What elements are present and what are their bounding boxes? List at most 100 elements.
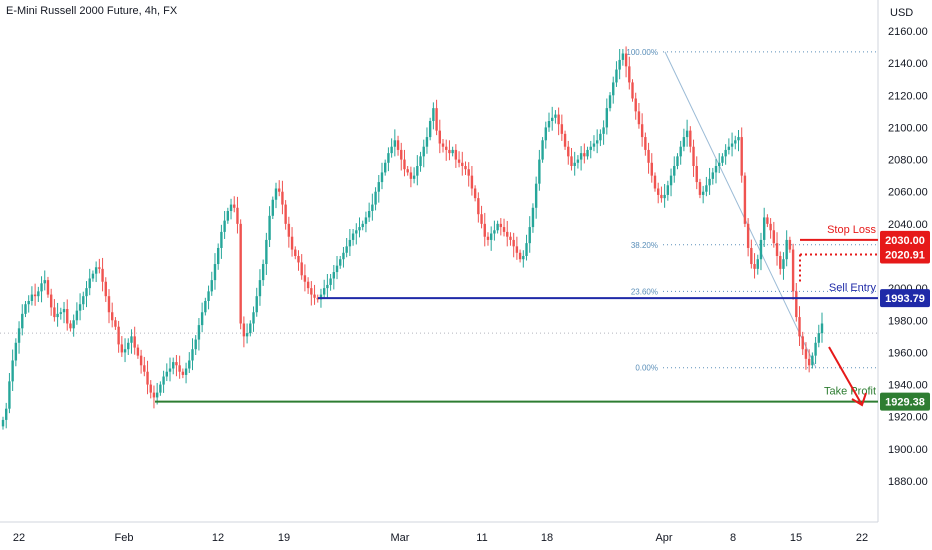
candle-body bbox=[785, 239, 788, 260]
candle-body bbox=[698, 182, 702, 195]
candle-body bbox=[470, 175, 474, 189]
candle-body bbox=[669, 175, 673, 186]
x-tick-label: 12 bbox=[212, 532, 224, 544]
candle-body bbox=[650, 162, 653, 176]
candle-body bbox=[33, 294, 37, 297]
candle-body bbox=[522, 256, 525, 260]
candle-body bbox=[249, 323, 252, 334]
candle-body bbox=[570, 156, 573, 166]
candle-body bbox=[628, 66, 631, 83]
candle-body bbox=[178, 365, 181, 372]
candle-body bbox=[746, 223, 750, 248]
candle-body bbox=[139, 355, 143, 366]
candle-body bbox=[637, 111, 641, 125]
candle-body bbox=[740, 137, 743, 176]
candle-body bbox=[82, 296, 85, 305]
candle-body bbox=[721, 156, 724, 163]
candle-body bbox=[136, 347, 140, 356]
candle-body bbox=[303, 275, 307, 282]
candle-body bbox=[8, 381, 11, 409]
candle-body bbox=[409, 172, 413, 179]
candle-body bbox=[213, 264, 217, 281]
candle-body bbox=[412, 175, 416, 179]
candle-body bbox=[502, 227, 506, 232]
candle-body bbox=[310, 288, 313, 295]
y-tick-label: 2140.00 bbox=[888, 58, 928, 70]
candle-body bbox=[281, 191, 284, 205]
candle-body bbox=[811, 355, 814, 366]
candle-body bbox=[287, 223, 291, 237]
candle-body bbox=[769, 223, 772, 231]
x-tick-label: 19 bbox=[278, 532, 290, 544]
candle-body bbox=[181, 371, 185, 375]
candle-body bbox=[567, 146, 570, 157]
candle-body bbox=[49, 294, 53, 308]
candle-body bbox=[573, 162, 576, 166]
candle-body bbox=[322, 288, 326, 295]
stop-loss-label: Stop Loss bbox=[827, 224, 876, 236]
candle-body bbox=[149, 384, 152, 393]
candle-body bbox=[640, 124, 644, 138]
candle-body bbox=[377, 182, 380, 192]
candle-body bbox=[506, 231, 509, 237]
fib-level-label: 0.00% bbox=[635, 364, 658, 373]
candle-body bbox=[143, 365, 146, 372]
candle-body bbox=[14, 342, 18, 361]
candle-body bbox=[708, 178, 711, 186]
candle-body bbox=[579, 153, 583, 160]
candle-body bbox=[612, 82, 615, 96]
candle-body bbox=[390, 146, 393, 154]
candle-body bbox=[586, 149, 589, 157]
candle-body bbox=[94, 267, 98, 274]
candle-body bbox=[236, 207, 239, 224]
candle-body bbox=[384, 162, 387, 173]
candle-body bbox=[791, 249, 795, 292]
candle-body bbox=[261, 264, 265, 281]
stop-loss-price: 2030.00 bbox=[885, 235, 925, 247]
candle-body bbox=[621, 53, 625, 60]
candle-body bbox=[682, 137, 686, 147]
candle-body bbox=[624, 53, 628, 67]
candle-body bbox=[425, 137, 429, 147]
candle-body bbox=[583, 153, 586, 157]
candle-body bbox=[599, 133, 602, 141]
candle-body bbox=[701, 191, 705, 195]
candle-body bbox=[329, 278, 332, 285]
y-tick-label: 1960.00 bbox=[888, 347, 928, 359]
candle-body bbox=[11, 360, 14, 382]
candle-body bbox=[807, 358, 811, 366]
candle-body bbox=[496, 223, 499, 231]
fib-level-label: 38.20% bbox=[631, 241, 658, 250]
candle-body bbox=[361, 223, 364, 228]
candle-body bbox=[541, 140, 544, 160]
candle-body bbox=[300, 262, 303, 276]
candle-body bbox=[204, 301, 207, 313]
candle-body bbox=[525, 243, 528, 256]
candle-body bbox=[194, 339, 197, 350]
currency-label: USD bbox=[890, 7, 913, 19]
candle-body bbox=[335, 265, 339, 273]
candle-body bbox=[351, 233, 355, 240]
candle-body bbox=[445, 146, 448, 150]
candle-body bbox=[62, 309, 66, 313]
candle-body bbox=[406, 169, 409, 173]
candle-body bbox=[40, 283, 43, 292]
candle-body bbox=[43, 280, 46, 284]
candle-body bbox=[528, 227, 531, 244]
candle-body bbox=[255, 296, 258, 313]
sell-entry-price: 1993.79 bbox=[885, 293, 925, 305]
candle-body bbox=[788, 239, 792, 250]
candle-body bbox=[695, 166, 698, 183]
candle-body bbox=[685, 130, 689, 138]
candle-body bbox=[563, 133, 567, 147]
sell-entry-badge bbox=[880, 289, 930, 308]
candle-body bbox=[252, 312, 255, 324]
candle-body bbox=[618, 59, 621, 70]
candle-body bbox=[403, 159, 406, 170]
candle-body bbox=[419, 156, 422, 166]
candle-body bbox=[734, 140, 737, 144]
candle-body bbox=[326, 284, 329, 289]
candle-body bbox=[737, 137, 740, 141]
candle-body bbox=[207, 291, 210, 301]
